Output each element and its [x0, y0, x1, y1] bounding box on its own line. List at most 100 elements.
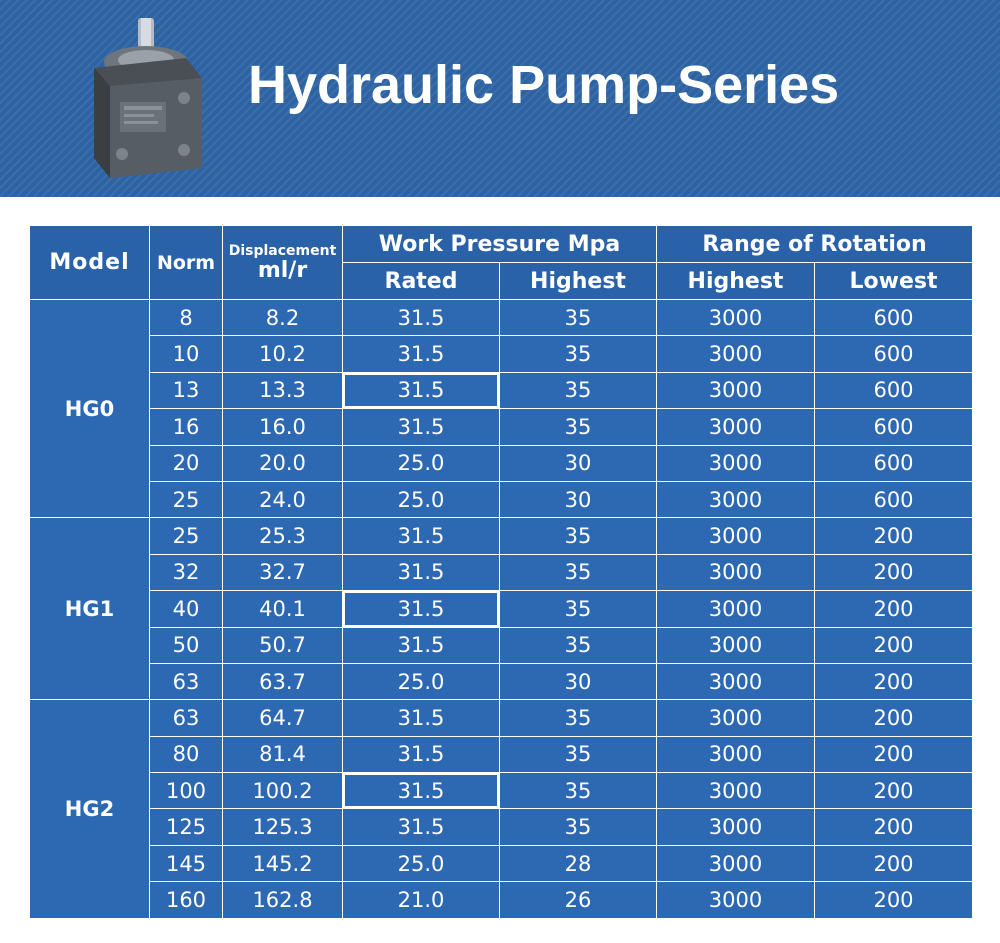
highest-pressure-cell: 35 [499, 590, 657, 628]
rated-pressure-cell: 25.0 [342, 662, 500, 701]
displacement-cell: 10.2 [222, 335, 343, 373]
highest-rotation-cell: 3000 [656, 808, 815, 846]
rated-pressure-cell: 31.5 [342, 590, 500, 628]
norm-cell: 80 [149, 735, 223, 774]
highest-rotation-cell: 3000 [656, 881, 815, 919]
highest-pressure-cell: 35 [499, 517, 657, 555]
norm-cell: 25 [149, 480, 223, 519]
column-header-highest-pressure: Highest [499, 262, 657, 300]
rated-pressure-cell: 21.0 [342, 881, 500, 919]
lowest-rotation-cell: 200 [814, 772, 973, 810]
rated-pressure-cell: 31.5 [342, 626, 500, 664]
displacement-cell: 25.3 [222, 517, 343, 555]
lowest-rotation-cell: 200 [814, 590, 973, 628]
lowest-rotation-cell: 200 [814, 844, 973, 883]
highest-pressure-cell: 30 [499, 662, 657, 701]
norm-cell: 63 [149, 699, 223, 737]
rated-pressure-cell: 31.5 [342, 699, 500, 737]
displacement-cell: 8.2 [222, 298, 343, 337]
highest-pressure-cell: 35 [499, 808, 657, 846]
rated-pressure-cell: 31.5 [342, 808, 500, 846]
highest-pressure-cell: 28 [499, 844, 657, 883]
highest-pressure-cell: 35 [499, 735, 657, 774]
highest-pressure-cell: 35 [499, 335, 657, 373]
table-row: 63 63.7 25.0 30 3000 200 [30, 662, 973, 701]
highest-rotation-cell: 3000 [656, 408, 815, 446]
rated-pressure-cell: 25.0 [342, 480, 500, 519]
lowest-rotation-cell: 600 [814, 298, 973, 337]
column-header-norm: Norm [149, 225, 223, 300]
norm-cell: 32 [149, 553, 223, 592]
lowest-rotation-cell: 200 [814, 662, 973, 701]
table-row: 40 40.1 31.5 35 3000 200 [30, 590, 973, 628]
table-row: 145 145.2 25.0 28 3000 200 [30, 844, 973, 883]
displacement-cell: 40.1 [222, 590, 343, 628]
highest-rotation-cell: 3000 [656, 626, 815, 664]
lowest-rotation-cell: 200 [814, 626, 973, 664]
highest-pressure-cell: 35 [499, 298, 657, 337]
rated-pressure-cell: 31.5 [342, 553, 500, 592]
displacement-cell: 100.2 [222, 772, 343, 810]
column-header-model: Model [29, 225, 150, 300]
lowest-rotation-cell: 200 [814, 517, 973, 555]
highest-rotation-cell: 3000 [656, 480, 815, 519]
lowest-rotation-cell: 200 [814, 553, 973, 592]
table-row: 32 32.7 31.5 35 3000 200 [30, 553, 973, 592]
header-banner: Hydraulic Pump-Series [0, 0, 1000, 197]
highest-pressure-cell: 35 [499, 553, 657, 592]
highest-pressure-cell: 35 [499, 408, 657, 446]
rated-pressure-cell: 31.5 [342, 408, 500, 446]
lowest-rotation-cell: 600 [814, 335, 973, 373]
highest-pressure-cell: 35 [499, 626, 657, 664]
rated-pressure-cell: 25.0 [342, 444, 500, 482]
lowest-rotation-cell: 600 [814, 444, 973, 482]
table-row: 25 24.0 25.0 30 3000 600 [30, 480, 973, 519]
displacement-cell: 145.2 [222, 844, 343, 883]
model-cell-hg1: HG1 [29, 517, 150, 701]
rated-pressure-cell: 31.5 [342, 371, 500, 410]
column-header-highest-rotation: Highest [656, 262, 815, 300]
displacement-cell: 20.0 [222, 444, 343, 482]
table-row: 100 100.2 31.5 35 3000 200 [30, 772, 973, 810]
column-header-range-of-rotation: Range of Rotation [656, 225, 973, 263]
highest-pressure-cell: 30 [499, 444, 657, 482]
highest-rotation-cell: 3000 [656, 590, 815, 628]
rated-pressure-cell: 31.5 [342, 735, 500, 774]
column-header-rated: Rated [342, 262, 500, 300]
column-header-lowest-rotation: Lowest [814, 262, 973, 300]
norm-cell: 50 [149, 626, 223, 664]
highest-pressure-cell: 35 [499, 371, 657, 410]
table-row: HG2 63 64.7 31.5 35 3000 200 [29, 699, 973, 919]
table-row: HG0 8 8.2 31.5 35 3000 600 [29, 298, 973, 519]
column-header-work-pressure: Work Pressure Mpa [342, 225, 657, 263]
column-header-displacement: Displacement ml/r [222, 225, 343, 300]
highest-rotation-cell: 3000 [656, 444, 815, 482]
rated-pressure-cell: 31.5 [342, 298, 500, 337]
norm-cell: 16 [149, 408, 223, 446]
highest-rotation-cell: 3000 [656, 844, 815, 883]
displacement-cell: 63.7 [222, 662, 343, 701]
highest-rotation-cell: 3000 [656, 517, 815, 555]
highest-rotation-cell: 3000 [656, 371, 815, 410]
highest-rotation-cell: 3000 [656, 335, 815, 373]
table-row: 16 16.0 31.5 35 3000 600 [30, 408, 973, 446]
pump-spec-table: Model Norm Displacement ml/r Work Pressu… [29, 225, 973, 919]
table-row: 50 50.7 31.5 35 3000 200 [30, 626, 973, 664]
table-row: 80 81.4 31.5 35 3000 200 [30, 735, 973, 774]
norm-cell: 100 [149, 772, 223, 810]
lowest-rotation-cell: 600 [814, 371, 973, 410]
norm-cell: 25 [149, 517, 223, 555]
table-row: 20 20.0 25.0 30 3000 600 [30, 444, 973, 482]
lowest-rotation-cell: 200 [814, 881, 973, 919]
displacement-cell: 32.7 [222, 553, 343, 592]
displacement-unit: ml/r [257, 257, 308, 283]
hydraulic-pump-image [94, 18, 202, 178]
highest-rotation-cell: 3000 [656, 553, 815, 592]
highest-pressure-cell: 26 [499, 881, 657, 919]
highest-pressure-cell: 35 [499, 772, 657, 810]
norm-cell: 10 [149, 335, 223, 373]
displacement-cell: 13.3 [222, 371, 343, 410]
highest-rotation-cell: 3000 [656, 662, 815, 701]
table-row: HG1 25 25.3 31.5 35 3000 200 [29, 517, 973, 701]
displacement-cell: 50.7 [222, 626, 343, 664]
